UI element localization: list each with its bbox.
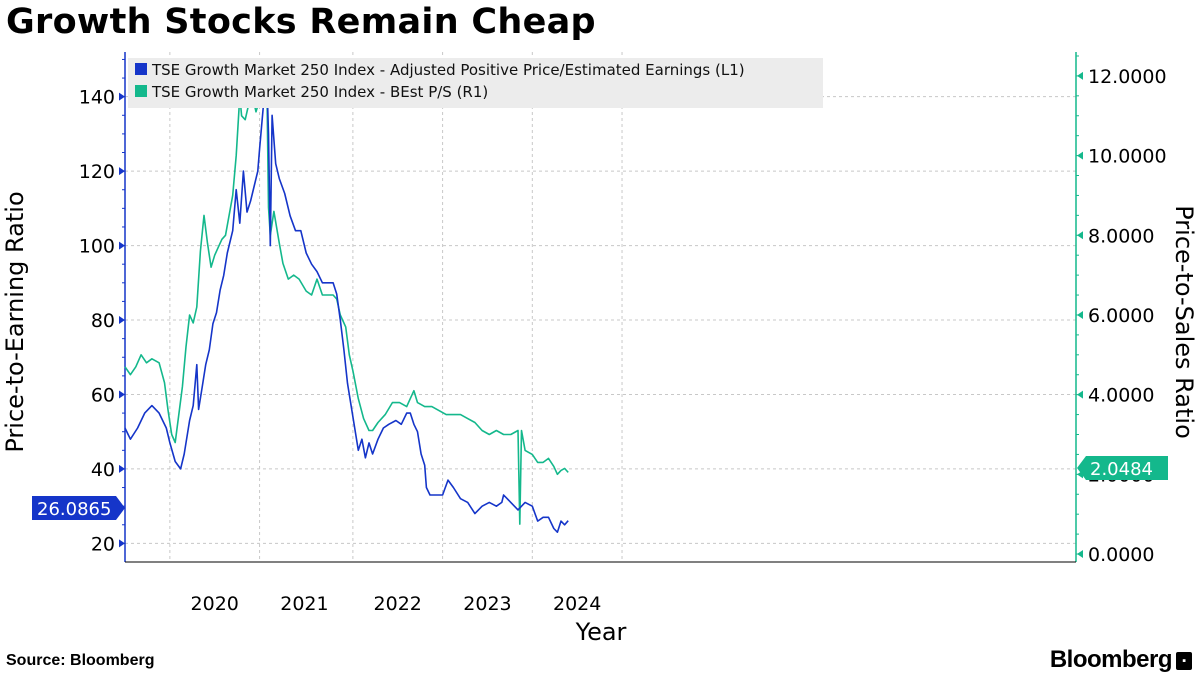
y-axis-right-tick-label: 4.0000 [1088, 385, 1154, 407]
y-axis-left-tick-label: 80 [91, 310, 115, 332]
bloomberg-mark-icon: ▪ [1176, 651, 1192, 670]
y-axis-left-tick-marker [119, 464, 125, 473]
value-tags: 26.0865 2.0484 [32, 456, 1168, 520]
y-axis-left-tick-marker [119, 167, 125, 176]
last-value-tag-ps-shape [1077, 456, 1168, 480]
y-axis-left-tick-marker [119, 316, 125, 325]
y-axis-left-tick-label: 100 [79, 236, 115, 258]
y-axis-left-title: Price-to-Earning Ratio [1, 191, 29, 452]
y-axis-right-tick-label: 0.0000 [1088, 544, 1154, 566]
y-axis-right-tick-label: 6.0000 [1088, 305, 1154, 327]
legend-label-pe: TSE Growth Market 250 Index - Adjusted P… [151, 61, 745, 79]
bloomberg-logo: Bloomberg ▪ [1050, 646, 1192, 674]
y-axis-left-tick-marker [119, 241, 125, 250]
x-axis-tick-label: 2023 [463, 593, 511, 615]
x-axis-tick-label: 2020 [191, 593, 239, 615]
y-axis-left-tick-marker [119, 390, 125, 399]
y-axis-left-tick-label: 140 [79, 87, 115, 109]
x-axis-tick-label: 2024 [553, 593, 601, 615]
y-axis-right-tick-marker [1077, 310, 1083, 319]
y-axis-right-tick-marker [1077, 390, 1083, 399]
y-axis-left-tick-marker [119, 92, 125, 101]
brand-text: Bloomberg [1049, 646, 1173, 673]
legend: TSE Growth Market 250 Index - Adjusted P… [128, 58, 823, 108]
y-axis-left-tick-label: 40 [91, 459, 115, 481]
y-axis-left-tick-label: 20 [91, 533, 115, 555]
y-axis-right-tick-label: 10.0000 [1088, 146, 1167, 168]
series-line-pe [124, 77, 569, 533]
x-axis-title: Year [575, 618, 627, 646]
chart-title: Growth Stocks Remain Cheap [6, 2, 596, 42]
x-axis-tick-label: 2022 [374, 593, 422, 615]
series-line-ps [124, 79, 569, 525]
y-axis-right-tick-label: 8.0000 [1088, 225, 1154, 247]
y-axis-right-title: Price-to-Sales Ratio [1170, 205, 1198, 439]
grid [125, 52, 1076, 562]
y-axis-right-tick-marker [1077, 71, 1083, 80]
last-value-tag-ps: 2.0484 [1090, 459, 1153, 480]
y-axis-left-tick-marker [119, 539, 125, 548]
y-axis-right-tick-label: 12.0000 [1088, 66, 1167, 88]
y-axis-right-tick-marker [1077, 231, 1083, 240]
y-axis-right-tick-marker [1077, 151, 1083, 160]
y-axis-right-tick-marker [1077, 550, 1083, 559]
legend-swatch-ps [135, 85, 147, 97]
axes: 204060801001201400.00002.00004.00006.000… [79, 52, 1167, 615]
source-note: Source: Bloomberg [6, 652, 155, 669]
x-axis-tick-label: 2021 [280, 593, 328, 615]
legend-label-ps: TSE Growth Market 250 Index - BEst P/S (… [151, 83, 488, 101]
series-layer [124, 77, 569, 533]
last-value-tag-pe: 26.0865 [37, 499, 111, 520]
y-axis-left-tick-label: 120 [79, 161, 115, 183]
y-axis-left-tick-label: 60 [91, 384, 115, 406]
legend-swatch-pe [135, 63, 147, 75]
last-value-tag-pe-shape [32, 496, 125, 520]
legend-background [128, 58, 823, 108]
